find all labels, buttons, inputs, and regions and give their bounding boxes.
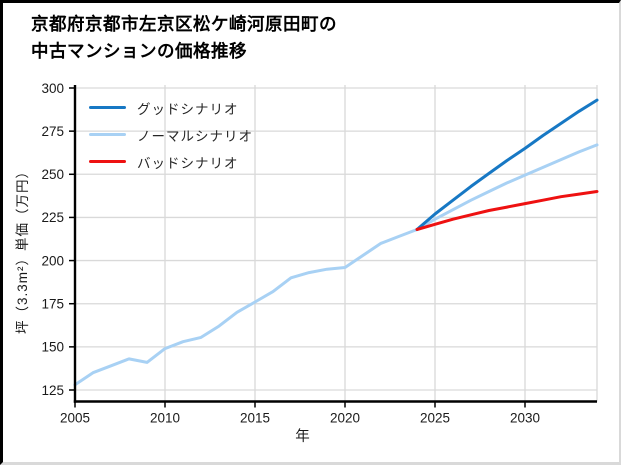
y-tick-label: 150 <box>41 340 64 355</box>
bad-scenario-line-swatch <box>89 159 126 164</box>
legend-item-good-scenario: グッドシナリオ <box>89 97 253 118</box>
chart-title-line1: 京都府京都市左京区松ケ崎河原田町の <box>31 14 337 34</box>
legend-item-normal-scenario: ノーマルシナリオ <box>89 124 253 145</box>
chart-legend: グッドシナリオ ノーマルシナリオ バッドシナリオ <box>89 97 253 172</box>
x-tick-label: 2025 <box>420 411 450 426</box>
x-tick-label: 2030 <box>510 411 540 426</box>
x-tick-label: 2010 <box>150 411 180 426</box>
series-line <box>415 98 599 231</box>
y-tick-label: 300 <box>41 81 64 96</box>
price-trend-chart: 125 150 175 200 225 250 275 300 2005 2010 2015 2020… <box>41 81 599 426</box>
y-tick-label: 275 <box>41 124 64 139</box>
legend-label: バッドシナリオ <box>137 155 239 171</box>
y-tick-label: 175 <box>41 297 64 312</box>
x-axis-label: 年 <box>295 429 311 445</box>
legend-label: グッドシナリオ <box>137 101 239 117</box>
normal-scenario-line-swatch <box>89 132 126 137</box>
good-scenario-line-swatch <box>89 105 126 110</box>
y-tick-label: 200 <box>41 253 64 268</box>
y-tick-label: 250 <box>41 167 64 182</box>
chart-title: 京都府京都市左京区松ケ崎河原田町の 中古マンションの価格推移 <box>31 11 337 64</box>
legend-item-bad-scenario: バッドシナリオ <box>89 151 253 172</box>
y-tick-label: 125 <box>41 383 64 398</box>
y-axis-label: 坪（3.3m²）単価（万円） <box>15 164 30 335</box>
x-tick-label: 2015 <box>240 411 270 426</box>
series-line <box>415 190 599 231</box>
y-tick-label: 225 <box>41 210 64 225</box>
legend-label: ノーマルシナリオ <box>137 128 253 144</box>
series-line <box>73 143 599 387</box>
chart-title-line2: 中古マンションの価格推移 <box>31 40 247 61</box>
x-tick-label: 2005 <box>60 411 90 426</box>
x-tick-label: 2020 <box>330 411 360 426</box>
